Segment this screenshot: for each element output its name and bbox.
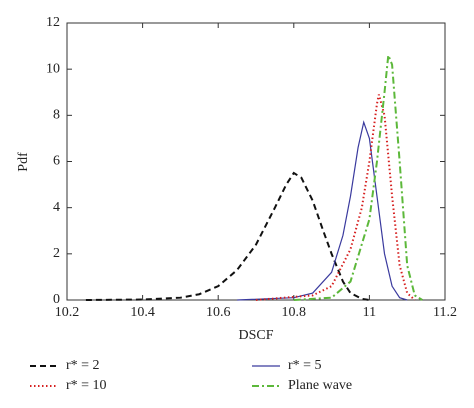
- y-tick-label: 4: [53, 200, 60, 215]
- x-tick-label: 10.2: [55, 305, 80, 320]
- legend-label: r* = 2: [66, 358, 100, 373]
- legend-label: Plane wave: [288, 378, 352, 393]
- series-line: [85, 171, 370, 301]
- x-tick-label: 10.6: [206, 305, 231, 320]
- legend-label: r* = 10: [66, 378, 107, 393]
- series-line: [293, 54, 423, 301]
- series-line: [255, 94, 416, 301]
- y-tick-label: 2: [53, 246, 60, 261]
- x-tick-label: 11.2: [433, 305, 457, 320]
- series-line: [237, 120, 408, 301]
- y-tick-label: 6: [53, 154, 60, 169]
- legend-label: r* = 5: [288, 358, 322, 373]
- y-axis-label: Pdf: [16, 152, 31, 172]
- x-axis-label: DSCF: [238, 328, 273, 343]
- y-tick-label: 12: [46, 15, 60, 30]
- y-tick-label: 10: [46, 61, 60, 76]
- x-tick-label: 11: [363, 305, 376, 320]
- x-tick-label: 10.8: [282, 305, 307, 320]
- y-tick-label: 0: [53, 292, 60, 307]
- x-tick-label: 10.4: [130, 305, 155, 320]
- y-tick-label: 8: [53, 108, 60, 123]
